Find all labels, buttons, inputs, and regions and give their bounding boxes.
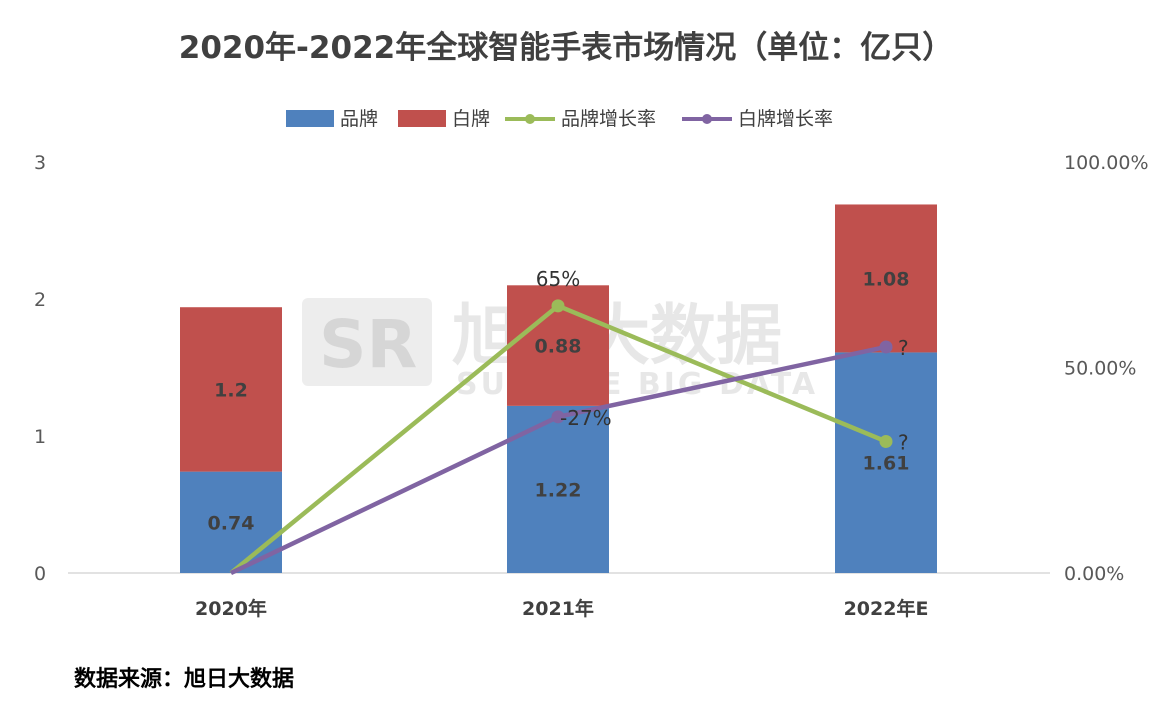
- series-point-brand-growth: [551, 299, 565, 313]
- bar-value-label-whitelabel: 0.88: [535, 336, 582, 358]
- bar-segment-whitelabel: [180, 307, 282, 472]
- series-point-whitelabel-growth: [879, 340, 893, 354]
- legend-swatch-whitelabel: [398, 110, 446, 127]
- bar-segment-brand: [835, 352, 937, 573]
- bar-value-label-whitelabel: 1.08: [863, 268, 910, 290]
- watermark-logo: [302, 298, 432, 386]
- right-axis-tick-label: 100.00%: [1064, 152, 1149, 174]
- x-axis-tick-label: 2021年: [522, 597, 594, 620]
- source-note: 数据来源：旭日大数据: [74, 666, 294, 692]
- bar-value-label-brand: 1.22: [535, 479, 582, 501]
- legend-marker-whitelabel-growth: [702, 114, 712, 124]
- point-label-whitelabel-growth: -27%: [560, 406, 612, 430]
- growth-lines: [229, 299, 893, 576]
- bar-segment-whitelabel: [835, 204, 937, 353]
- legend-label-whitelabel: 白牌: [452, 108, 490, 130]
- left-axis-tick-label: 1: [34, 426, 46, 448]
- series-point-whitelabel-growth: [551, 410, 565, 424]
- left-axis-tick-label: 0: [34, 563, 46, 585]
- left-axis-tick-label: 2: [34, 289, 46, 311]
- legend: 品牌 白牌 品牌增长率 白牌增长率: [286, 108, 833, 130]
- point-label-brand-growth: 65%: [536, 267, 580, 291]
- x-axis-tick-label: 2020年: [195, 597, 267, 620]
- point-label-whitelabel-growth: ?: [898, 336, 909, 360]
- bars: [180, 204, 937, 573]
- legend-label-brand-growth: 品牌增长率: [561, 108, 656, 130]
- data-labels: 0.74 1.2 1.22 0.88 1.61 1.08 65%? -27%?: [208, 267, 910, 534]
- watermark-logo-text: SR: [319, 306, 417, 383]
- watermark-main-text: 旭日大数据: [452, 297, 782, 374]
- bar-value-label-brand: 1.61: [863, 453, 910, 475]
- point-label-brand-growth: ?: [898, 430, 909, 454]
- legend-marker-brand-growth: [525, 114, 535, 124]
- x-axis-tick-label: 2022年E: [844, 597, 929, 620]
- bar-value-label-whitelabel: 1.2: [214, 379, 248, 401]
- legend-label-brand: 品牌: [340, 108, 378, 130]
- legend-label-whitelabel-growth: 白牌增长率: [738, 108, 833, 130]
- left-axis-tick-label: 3: [34, 152, 46, 174]
- legend-swatch-brand: [286, 110, 334, 127]
- right-axis-tick-label: 50.00%: [1064, 358, 1136, 380]
- right-axis-tick-label: 0.00%: [1064, 563, 1124, 585]
- chart-title: 2020年-2022年全球智能手表市场情况（单位：亿只）: [179, 30, 953, 66]
- bar-value-label-brand: 0.74: [208, 512, 255, 534]
- series-point-brand-growth: [879, 434, 893, 448]
